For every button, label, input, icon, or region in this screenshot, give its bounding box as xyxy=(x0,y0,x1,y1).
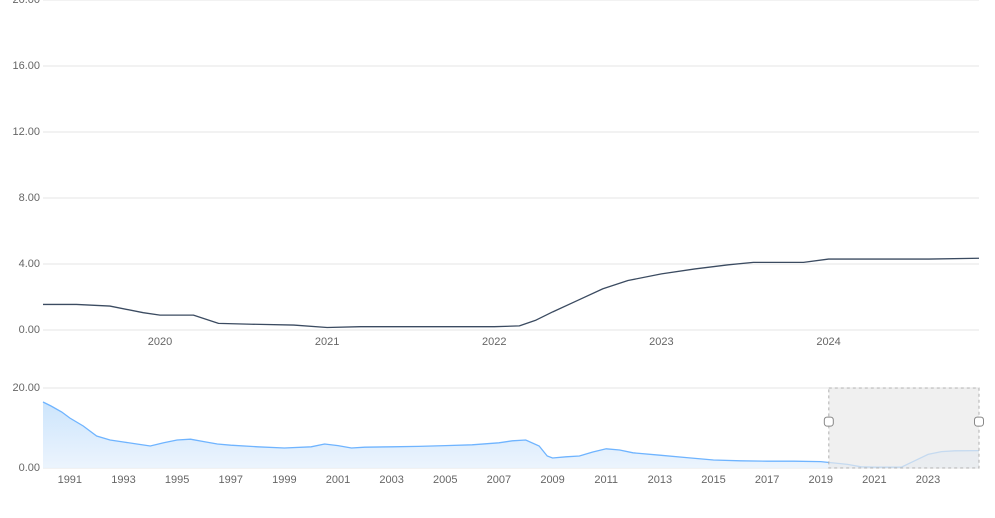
main-chart: 0.004.008.0012.0016.0020.00 202020212022… xyxy=(43,0,979,330)
x-tick-label: 2005 xyxy=(433,474,457,486)
range-handle-left[interactable] xyxy=(824,417,833,426)
x-tick-label: 2003 xyxy=(379,474,403,486)
range-selector[interactable] xyxy=(824,388,983,468)
x-tick-label: 1999 xyxy=(272,474,296,486)
x-tick-label: 2013 xyxy=(648,474,672,486)
x-tick-label: 1995 xyxy=(165,474,189,486)
x-tick-label: 2011 xyxy=(594,474,618,486)
main-x-axis-labels: 2020 2021 2022 2023 2024 xyxy=(43,336,979,356)
x-tick-label: 2023 xyxy=(649,336,673,348)
overview-chart-plot[interactable] xyxy=(43,388,979,468)
x-tick-label: 1991 xyxy=(58,474,82,486)
y-tick-label: 12.00 xyxy=(0,126,40,138)
x-tick-label: 2009 xyxy=(540,474,564,486)
y-tick-label: 16.00 xyxy=(0,60,40,72)
x-tick-label: 2021 xyxy=(315,336,339,348)
overview-chart: 0.0020.00 199119931995199719992001200320… xyxy=(43,388,979,468)
x-tick-label: 2020 xyxy=(148,336,172,348)
x-tick-label: 2024 xyxy=(816,336,840,348)
y-tick-label: 0.00 xyxy=(0,324,40,336)
y-tick-label: 8.00 xyxy=(0,192,40,204)
range-handle-right[interactable] xyxy=(975,417,984,426)
overview-x-axis-labels: 1991 1993 1995 1997 1999 2001 2003 2005 2007 2009… xyxy=(43,474,979,494)
x-tick-label: 2021 xyxy=(862,474,886,486)
y-tick-label: 0.00 xyxy=(0,462,40,474)
x-tick-label: 2017 xyxy=(755,474,779,486)
x-tick-label: 2023 xyxy=(916,474,940,486)
x-tick-label: 1997 xyxy=(218,474,242,486)
x-tick-label: 2022 xyxy=(482,336,506,348)
y-tick-label: 4.00 xyxy=(0,258,40,270)
x-tick-label: 1993 xyxy=(111,474,135,486)
y-tick-label: 20.00 xyxy=(0,0,40,6)
main-chart-plot[interactable] xyxy=(43,0,979,330)
x-tick-label: 2007 xyxy=(487,474,511,486)
x-tick-label: 2001 xyxy=(326,474,350,486)
x-tick-label: 2015 xyxy=(701,474,725,486)
y-tick-label: 20.00 xyxy=(0,382,40,394)
x-tick-label: 2019 xyxy=(809,474,833,486)
